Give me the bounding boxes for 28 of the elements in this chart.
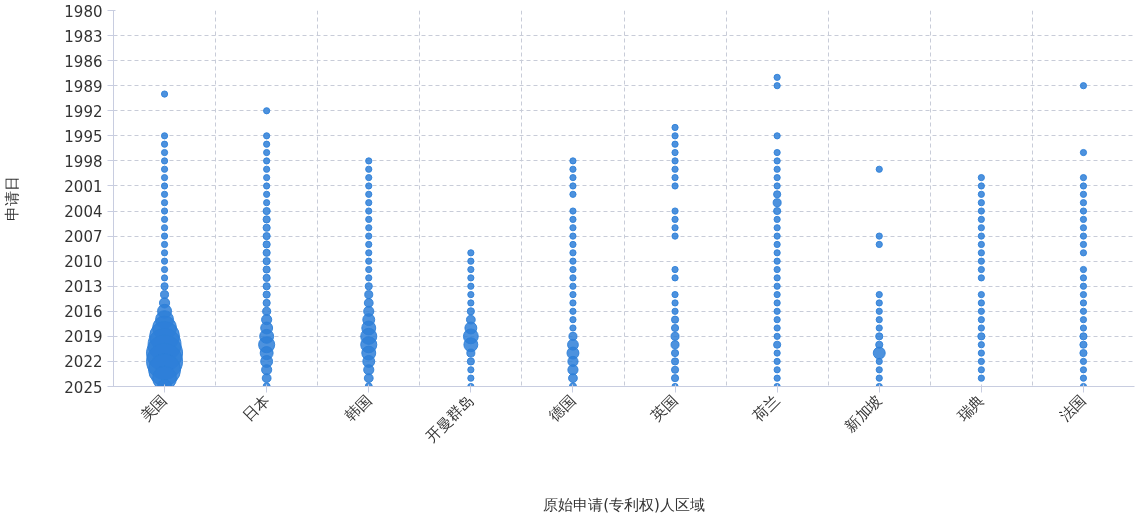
y-tick-label: 1989 — [64, 77, 103, 96]
y-tick-label: 2007 — [64, 228, 103, 247]
y-tick-label: 1995 — [64, 127, 103, 146]
x-tick-label: 英国 — [647, 391, 682, 426]
x-tick-label: 德国 — [545, 391, 580, 426]
x-tick-label: 日本 — [239, 391, 274, 426]
y-tick-label: 1983 — [64, 27, 103, 46]
x-axis-title: 原始申请(专利权)人区域 — [543, 495, 705, 514]
y-tick-label: 1992 — [64, 102, 103, 121]
y-tick-label: 2025 — [64, 378, 103, 397]
y-tick-label: 2022 — [64, 353, 103, 372]
x-tick-label: 瑞典 — [953, 391, 988, 426]
y-tick-label: 2013 — [64, 278, 103, 297]
y-tick-label: 1998 — [64, 152, 103, 171]
x-tick-label: 荷兰 — [749, 391, 784, 426]
x-tick-label: 美国 — [136, 391, 171, 426]
y-tick-label: 2016 — [64, 303, 103, 322]
x-tick-label: 法国 — [1055, 391, 1090, 426]
y-tick-label: 2001 — [64, 177, 103, 196]
y-tick-label: 2010 — [64, 253, 103, 272]
y-tick-label: 1980 — [64, 2, 103, 21]
y-tick-label: 1986 — [64, 52, 103, 71]
y-axis-title: 申请日 — [3, 176, 22, 221]
x-tick-label: 新加坡 — [841, 391, 886, 436]
x-tick-label: 开曼群岛 — [422, 391, 478, 447]
x-tick-label: 韩国 — [341, 391, 376, 426]
y-tick-label: 2019 — [64, 328, 103, 347]
y-tick-label: 2004 — [64, 203, 103, 222]
